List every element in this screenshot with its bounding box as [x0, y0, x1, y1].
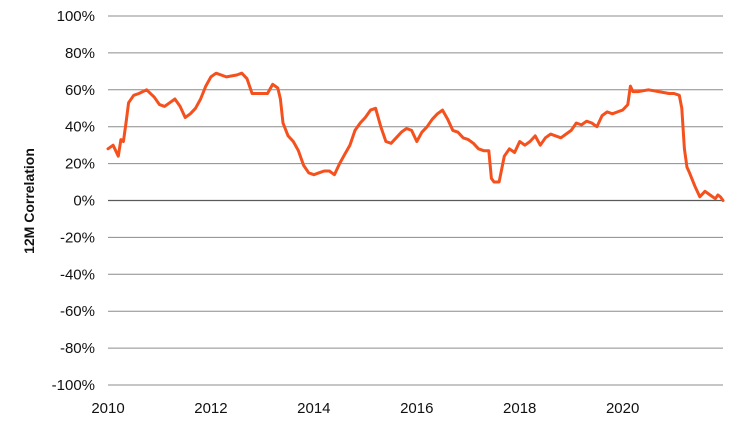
- y-tick-label: -80%: [60, 340, 95, 357]
- y-axis-title: 12M Correlation: [21, 148, 37, 254]
- y-axis-tick-labels: 100% 80% 60% 40% 20% 0% -20% -40% -60% -80% -100%: [52, 8, 95, 394]
- y-tick-label: 40%: [65, 119, 95, 136]
- x-tick-label: 2010: [91, 400, 124, 417]
- correlation-series-line: [106, 71, 725, 202]
- series-layer: [106, 71, 725, 202]
- y-tick-label: 0%: [73, 193, 95, 210]
- x-tick-label: 2016: [400, 400, 433, 417]
- x-tick-label: 2020: [606, 400, 639, 417]
- x-axis-tick-labels: 2010 2012 2014 2016 2018 2020: [91, 400, 639, 417]
- y-tick-label: 60%: [65, 82, 95, 99]
- y-tick-label: -20%: [60, 229, 95, 246]
- y-tick-label: 80%: [65, 45, 95, 62]
- x-tick-label: 2014: [297, 400, 330, 417]
- y-tick-label: 20%: [65, 156, 95, 173]
- gridlines: [108, 15, 723, 386]
- y-tick-label: -40%: [60, 266, 95, 283]
- y-tick-label: -60%: [60, 303, 95, 320]
- y-tick-label: -100%: [52, 377, 95, 394]
- x-tick-label: 2012: [194, 400, 227, 417]
- y-tick-label: 100%: [57, 8, 95, 25]
- x-tick-label: 2018: [503, 400, 536, 417]
